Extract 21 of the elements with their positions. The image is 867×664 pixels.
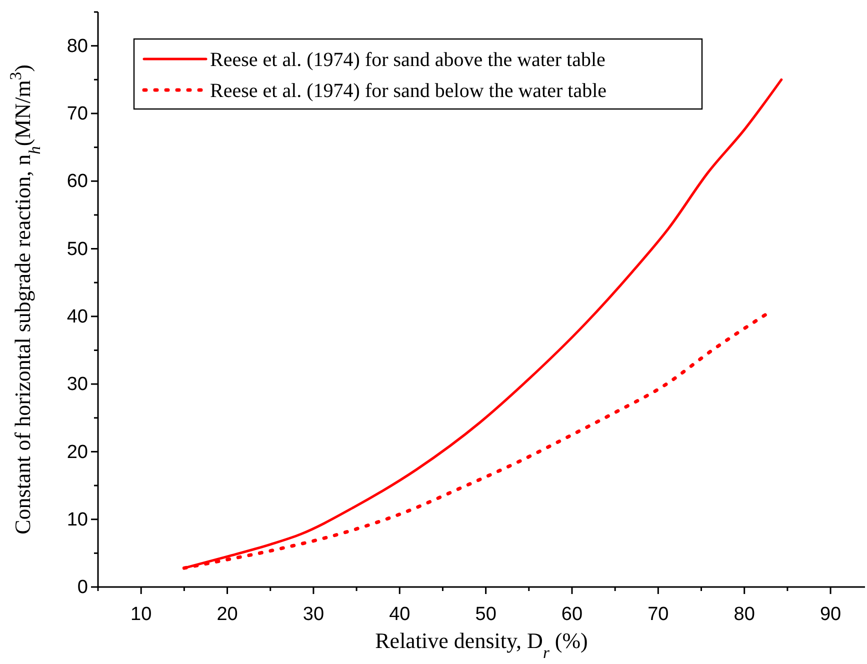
y-tick-label: 40 bbox=[66, 306, 88, 328]
y-tick-label: 80 bbox=[66, 36, 88, 57]
x-tick-label: 70 bbox=[648, 604, 669, 625]
x-tick-label: 20 bbox=[216, 604, 238, 625]
x-tick-label: 60 bbox=[561, 604, 583, 625]
x-tick-label: 30 bbox=[302, 604, 324, 625]
x-tick-label: 10 bbox=[130, 604, 152, 625]
y-tick-label: 50 bbox=[66, 238, 88, 260]
y-tick-label: 60 bbox=[66, 171, 88, 192]
x-tick-label: 90 bbox=[820, 604, 842, 625]
y-tick-label: 10 bbox=[66, 509, 88, 530]
y-tick-label: 0 bbox=[77, 577, 88, 598]
x-axis-title: Relative density, D$_{r}$ (%) bbox=[375, 628, 588, 662]
y-tick-label: 20 bbox=[66, 442, 88, 463]
y-tick-label: 70 bbox=[66, 104, 88, 125]
x-tick-label: 50 bbox=[475, 604, 496, 625]
x-tick-label: 80 bbox=[734, 604, 755, 625]
legend-label: Reese et al. (1974) for sand below the water table bbox=[210, 80, 607, 102]
y-tick-label: 30 bbox=[66, 374, 88, 396]
legend-label: Reese et al. (1974) for sand above the water table bbox=[210, 49, 606, 71]
x-tick-label: 40 bbox=[389, 604, 410, 625]
